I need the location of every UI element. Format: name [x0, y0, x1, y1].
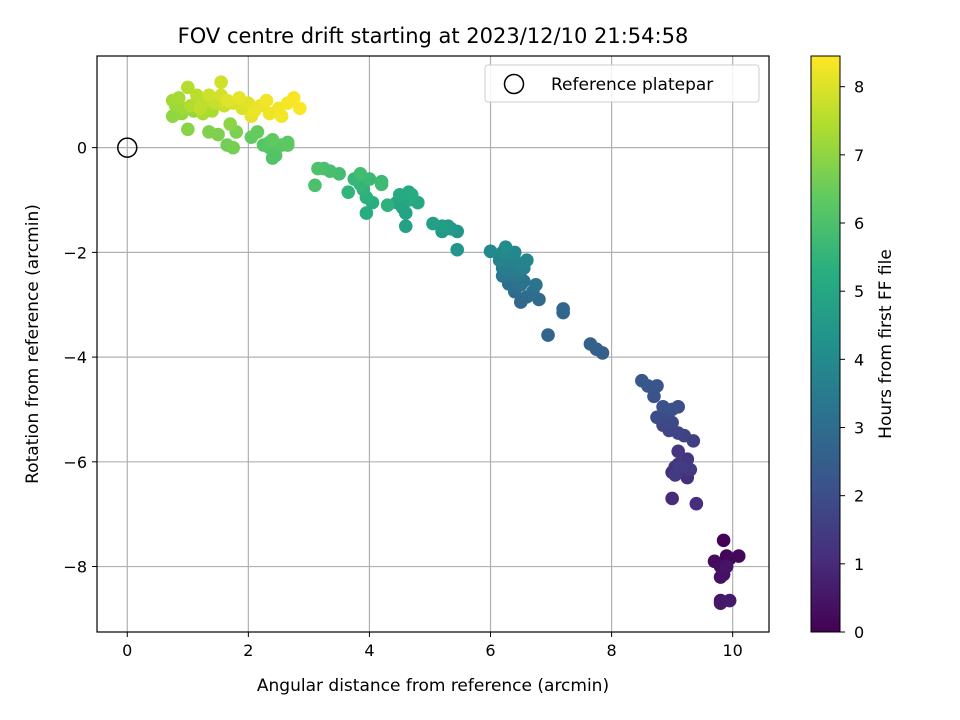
data-point: [193, 101, 207, 116]
x-axis-label: Angular distance from reference (arcmin): [257, 676, 609, 696]
x-tick-label: 10: [722, 641, 742, 660]
colorbar-tick-label: 5: [854, 282, 864, 301]
data-point: [713, 570, 728, 584]
data-point: [265, 151, 280, 165]
data-point: [541, 328, 555, 342]
data-point: [280, 135, 295, 150]
data-point: [171, 91, 186, 105]
y-tick-label: −6: [63, 453, 87, 472]
data-point: [556, 302, 570, 316]
x-tick-label: 6: [485, 641, 495, 660]
colorbar-tick-label: 7: [854, 146, 864, 165]
data-point: [202, 88, 216, 103]
data-point: [202, 125, 216, 139]
data-point: [671, 444, 685, 459]
y-axis-label: Rotation from reference (arcmin): [23, 204, 43, 484]
data-point: [247, 104, 262, 118]
data-point: [426, 216, 440, 231]
data-point: [716, 533, 731, 548]
colorbar: 0 1 2 3 4 5 6 7 8 Hours from first FF file: [810, 55, 896, 642]
y-tick-label: −8: [63, 558, 87, 577]
y-tick-label: −2: [63, 243, 87, 262]
data-point: [722, 593, 737, 608]
data-point: [665, 491, 679, 506]
colorbar-tick-label: 8: [854, 78, 864, 97]
x-tick-label: 8: [607, 641, 617, 660]
data-point: [181, 122, 195, 137]
y-axis-ticks: 0 −2 −4 −6 −8: [63, 139, 97, 577]
legend-label: Reference platepar: [551, 75, 713, 95]
data-points: [165, 75, 746, 610]
data-point: [405, 187, 419, 202]
data-point: [232, 91, 247, 105]
data-point: [353, 167, 368, 181]
data-point: [731, 549, 746, 563]
data-point: [374, 177, 389, 192]
colorbar-ticks: 0 1 2 3 4 5 6 7 8: [840, 78, 864, 642]
data-point: [689, 496, 704, 511]
data-point: [341, 185, 356, 199]
chart-title: FOV centre drift starting at 2023/12/10 …: [178, 24, 689, 48]
data-point: [250, 125, 265, 139]
data-point: [450, 242, 465, 257]
data-point: [674, 460, 689, 474]
data-point: [583, 337, 598, 351]
colorbar-tick-label: 6: [854, 214, 864, 233]
legend: Reference platepar: [484, 64, 760, 103]
data-point: [483, 244, 498, 259]
data-point: [286, 91, 301, 105]
colorbar-gradient: [810, 55, 841, 633]
data-point: [380, 198, 395, 213]
data-point: [656, 400, 670, 414]
x-axis-ticks: 0 2 4 6 8 10: [122, 632, 743, 660]
data-point: [220, 93, 234, 108]
data-point: [647, 389, 661, 404]
reference-platepar-marker: [117, 137, 138, 158]
data-point: [529, 278, 543, 292]
colorbar-tick-label: 2: [854, 487, 864, 506]
data-point: [226, 140, 241, 155]
data-point: [311, 161, 325, 176]
data-point: [398, 219, 413, 233]
legend-marker: [503, 73, 525, 95]
colorbar-tick-label: 1: [854, 555, 864, 574]
x-tick-label: 2: [243, 641, 253, 660]
data-point: [308, 178, 322, 193]
data-point: [359, 206, 374, 220]
x-tick-label: 4: [364, 641, 374, 660]
grid-lines: [97, 56, 769, 632]
data-point: [181, 80, 195, 95]
data-point: [214, 75, 228, 89]
data-point: [719, 559, 734, 574]
data-point: [498, 240, 513, 254]
colorbar-label: Hours from first FF file: [876, 249, 896, 439]
data-point: [635, 373, 649, 388]
plot-frame: [96, 55, 770, 633]
data-point: [520, 253, 534, 268]
y-tick-label: 0: [77, 139, 87, 158]
colorbar-tick-label: 4: [854, 350, 864, 369]
legend-box: [484, 64, 760, 103]
y-tick-label: −4: [63, 348, 87, 367]
data-point: [223, 117, 237, 131]
data-point: [293, 101, 307, 116]
x-tick-label: 0: [122, 641, 132, 660]
data-point: [274, 109, 289, 124]
data-point: [265, 132, 280, 147]
colorbar-tick-label: 0: [854, 623, 864, 642]
colorbar-tick-label: 3: [854, 419, 864, 438]
data-point: [259, 93, 274, 108]
